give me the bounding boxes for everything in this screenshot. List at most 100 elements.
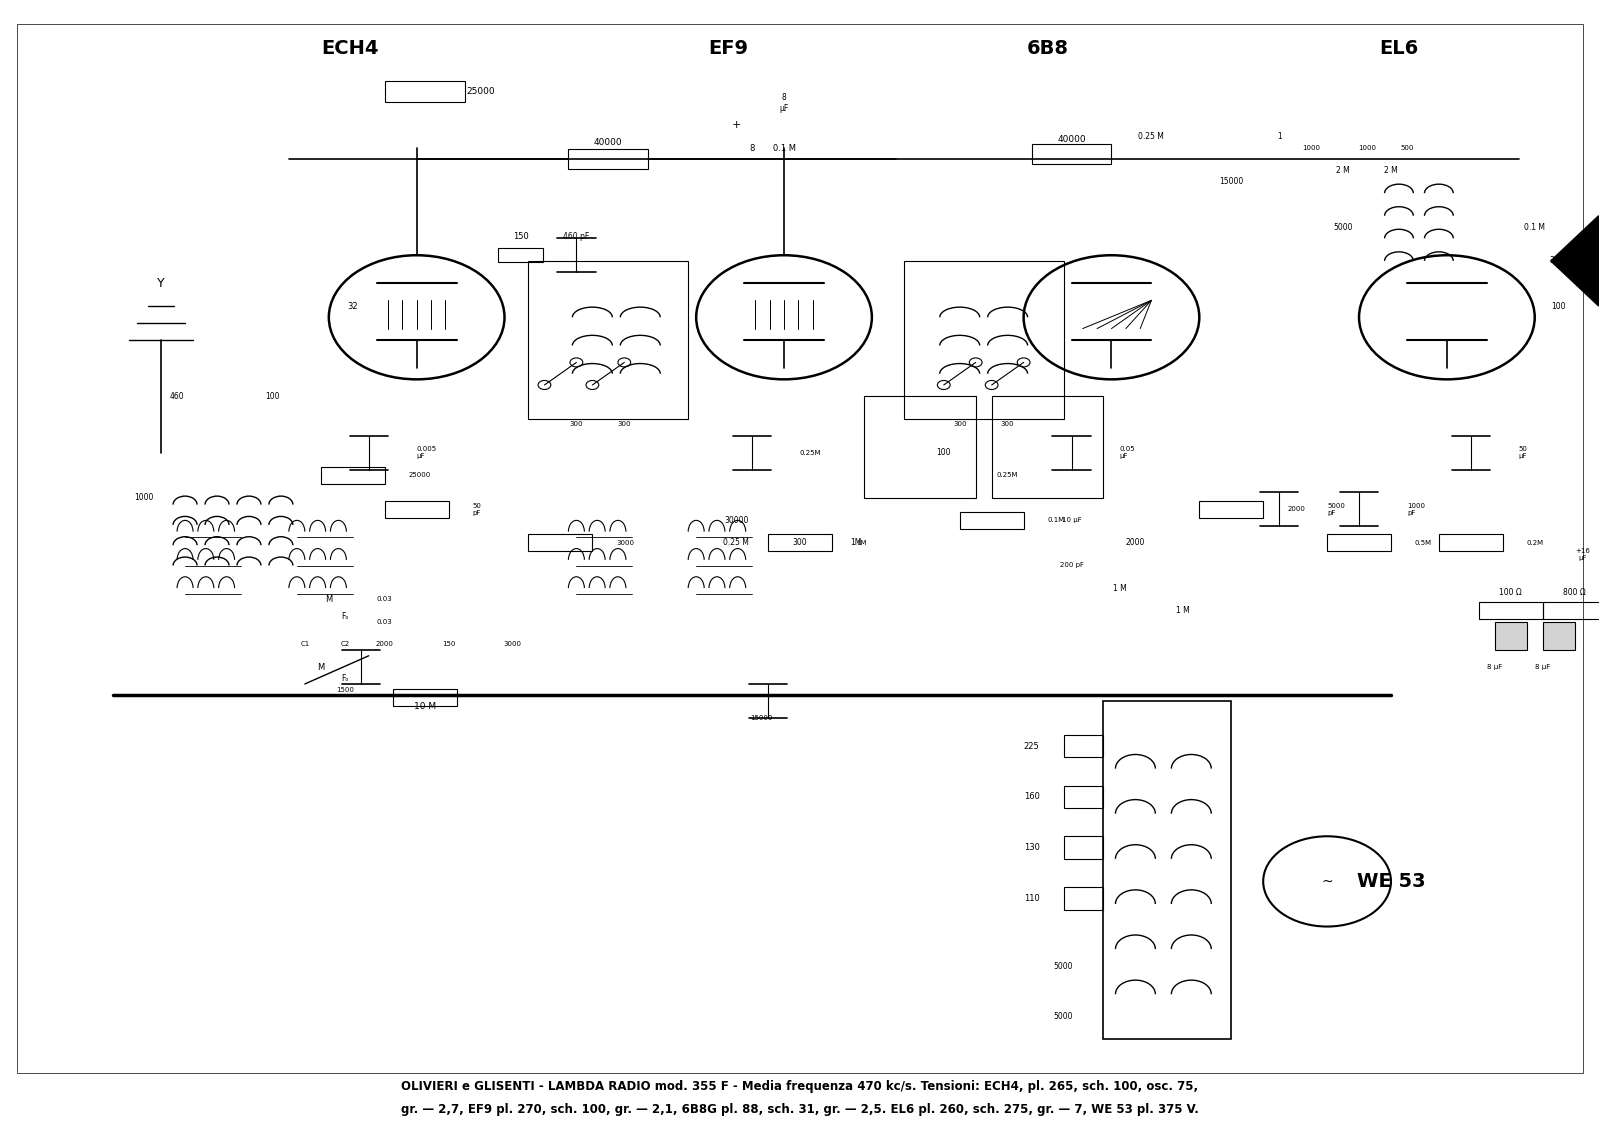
Circle shape — [1024, 256, 1200, 379]
Text: 0.03: 0.03 — [378, 619, 392, 625]
Bar — [1104, 701, 1232, 1039]
Bar — [960, 512, 1024, 529]
Text: M: M — [317, 663, 325, 672]
Text: gr. — 2,7, EF9 pl. 270, sch. 100, gr. — 2,1, 6B8G pl. 88, sch. 31, gr. — 2,5. EL: gr. — 2,7, EF9 pl. 270, sch. 100, gr. — … — [402, 1103, 1198, 1116]
Text: 200 pF: 200 pF — [1059, 562, 1083, 569]
Text: 0.03: 0.03 — [378, 596, 392, 603]
Text: 8 μF: 8 μF — [1486, 664, 1502, 670]
Bar — [568, 149, 648, 170]
Text: 2000: 2000 — [1126, 538, 1146, 547]
Text: 130: 130 — [1024, 843, 1040, 852]
Text: +: + — [731, 121, 741, 130]
Bar — [992, 396, 1104, 498]
Text: 1500: 1500 — [336, 687, 354, 692]
Text: 100: 100 — [936, 448, 950, 457]
Text: 10 M: 10 M — [413, 702, 435, 711]
Bar — [322, 467, 384, 484]
Text: +16
μF: +16 μF — [1576, 547, 1590, 561]
Text: 50
μF: 50 μF — [1518, 446, 1528, 459]
Text: 1M: 1M — [850, 538, 861, 547]
Text: 15000: 15000 — [1219, 178, 1243, 187]
Text: 1000
pF: 1000 pF — [1406, 502, 1426, 516]
Text: 8
μF: 8 μF — [779, 93, 789, 113]
Text: 460: 460 — [170, 391, 184, 400]
Text: 0.25 M: 0.25 M — [723, 538, 749, 547]
Text: 0.5M: 0.5M — [1414, 539, 1432, 546]
Text: 110: 110 — [1024, 893, 1040, 903]
Text: OLIVIERI e GLISENTI - LAMBDA RADIO mod. 355 F - Media frequenza 470 kc/s. Tensio: OLIVIERI e GLISENTI - LAMBDA RADIO mod. … — [402, 1080, 1198, 1094]
Text: 0.005
μF: 0.005 μF — [416, 446, 437, 459]
Text: 3000: 3000 — [1549, 257, 1568, 266]
Text: 1000: 1000 — [134, 493, 154, 502]
Text: 0.05
μF: 0.05 μF — [1120, 446, 1134, 459]
Bar — [1032, 144, 1112, 164]
Text: 300: 300 — [792, 538, 808, 547]
Bar — [864, 396, 976, 498]
Text: 160: 160 — [1024, 793, 1040, 801]
Bar — [1478, 602, 1542, 619]
Text: 1 M: 1 M — [1176, 606, 1190, 615]
Text: 500: 500 — [1400, 145, 1414, 152]
Text: 100: 100 — [1552, 302, 1566, 311]
Text: 40000: 40000 — [594, 138, 622, 147]
Bar — [1438, 535, 1502, 552]
Text: 0.1 M: 0.1 M — [773, 144, 795, 153]
Bar — [1064, 836, 1104, 858]
Circle shape — [1262, 836, 1390, 926]
Circle shape — [1358, 256, 1534, 379]
Text: 5000: 5000 — [1333, 223, 1354, 232]
Text: 5000: 5000 — [1054, 961, 1074, 970]
Text: 5000: 5000 — [1054, 1012, 1074, 1021]
Bar — [1064, 786, 1104, 808]
Bar — [528, 535, 592, 552]
Text: 300: 300 — [618, 422, 630, 428]
Text: 0.1 M: 0.1 M — [1525, 223, 1546, 232]
Text: 15000: 15000 — [750, 715, 773, 720]
Text: 8: 8 — [749, 144, 755, 153]
Text: 1: 1 — [1277, 132, 1282, 141]
Text: 300: 300 — [954, 422, 966, 428]
Bar — [768, 535, 832, 552]
Text: C1: C1 — [301, 641, 309, 647]
Bar — [1064, 887, 1104, 909]
Bar — [392, 689, 456, 706]
Text: 0.25 M: 0.25 M — [1139, 132, 1165, 141]
Polygon shape — [1550, 216, 1598, 307]
Circle shape — [330, 256, 504, 379]
Text: 5000
pF: 5000 pF — [1326, 502, 1346, 516]
Text: WE 53: WE 53 — [1357, 872, 1426, 891]
Text: 1000: 1000 — [1358, 145, 1376, 152]
Text: 0.1M: 0.1M — [1048, 517, 1066, 524]
Bar — [1064, 735, 1104, 758]
Text: 150: 150 — [442, 641, 456, 647]
Text: 25000: 25000 — [466, 87, 494, 96]
Text: 1000: 1000 — [1302, 145, 1320, 152]
Text: ~: ~ — [1322, 874, 1333, 889]
Text: 460 pF: 460 pF — [563, 232, 589, 241]
Text: 3000: 3000 — [504, 641, 522, 647]
Text: Fₒ: Fₒ — [341, 612, 349, 621]
Text: 0.25M: 0.25M — [997, 473, 1018, 478]
Text: 300: 300 — [1002, 422, 1014, 428]
Text: ECH4: ECH4 — [322, 40, 378, 59]
Text: 6B8: 6B8 — [1027, 40, 1069, 59]
Text: 150: 150 — [512, 232, 528, 241]
Text: EF9: EF9 — [709, 40, 749, 59]
Circle shape — [696, 256, 872, 379]
Text: M: M — [325, 595, 333, 604]
Text: 50
pF: 50 pF — [472, 502, 482, 516]
Text: 0.2M: 0.2M — [1526, 539, 1544, 546]
Bar — [1542, 622, 1574, 650]
Bar — [1494, 622, 1526, 650]
Text: EL6: EL6 — [1379, 40, 1419, 59]
Text: 1 M: 1 M — [1112, 584, 1126, 593]
Text: 25000: 25000 — [408, 473, 430, 478]
Text: 3000: 3000 — [616, 539, 634, 546]
Text: C2: C2 — [341, 641, 349, 647]
Text: Fₒ: Fₒ — [341, 674, 349, 683]
Text: Y: Y — [157, 277, 165, 290]
Text: 800 Ω: 800 Ω — [1563, 588, 1586, 597]
Bar — [498, 249, 542, 262]
Text: 2 M: 2 M — [1336, 166, 1350, 175]
Text: 1M: 1M — [856, 539, 867, 546]
